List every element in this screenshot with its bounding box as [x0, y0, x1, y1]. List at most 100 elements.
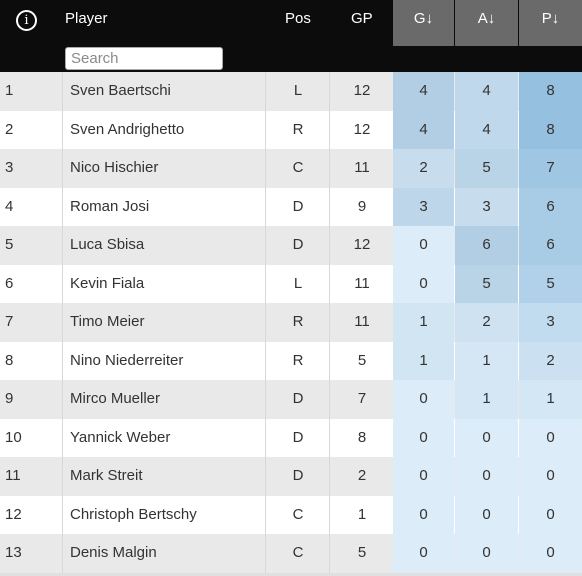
table-row[interactable]: 11 Mark Streit D 2 0 0 0 [0, 457, 582, 496]
goals-cell: 3 [393, 187, 454, 226]
table-row[interactable]: 3 Nico Hischier C 11 2 5 7 [0, 149, 582, 188]
games-played-cell: 11 [329, 149, 394, 188]
player-name: Kevin Fiala [62, 264, 265, 303]
info-icon[interactable]: i [16, 10, 37, 31]
assists-cell: 0 [455, 418, 518, 457]
player-name: Christoph Bertschy [62, 495, 265, 534]
games-played-cell: 11 [329, 303, 394, 342]
player-name: Luca Sbisa [62, 226, 265, 265]
goals-cell: 4 [393, 72, 454, 111]
points-cell: 6 [519, 226, 582, 265]
points-cell: 5 [519, 264, 582, 303]
row-number: 4 [5, 197, 14, 215]
assists-cell: 0 [455, 534, 518, 573]
player-name: Mirco Mueller [62, 380, 265, 419]
row-number: 8 [5, 351, 14, 369]
table-row[interactable]: 7 Timo Meier R 11 1 2 3 [0, 303, 582, 342]
position-cell: C [265, 495, 330, 534]
goals-cell: 4 [393, 110, 454, 149]
goals-column-header[interactable]: G↓ [393, 0, 454, 46]
table-row[interactable]: 10 Yannick Weber D 8 0 0 0 [0, 418, 582, 457]
player-name: Denis Malgin [62, 534, 265, 573]
player-name: Roman Josi [62, 187, 265, 226]
assists-column-header[interactable]: A↓ [455, 0, 518, 46]
games-played-cell: 5 [329, 534, 394, 573]
games-played-cell: 7 [329, 380, 394, 419]
assists-cell: 4 [455, 72, 518, 111]
assists-cell: 0 [455, 495, 518, 534]
table-row[interactable]: 5 Luca Sbisa D 12 0 6 6 [0, 226, 582, 265]
table-row[interactable]: 1 Sven Baertschi L 12 4 4 8 [0, 72, 582, 111]
row-number: 12 [5, 505, 22, 523]
player-name: Nico Hischier [62, 149, 265, 188]
row-number: 6 [5, 274, 14, 292]
row-number: 9 [5, 390, 14, 407]
points-cell: 1 [519, 380, 582, 419]
points-cell: 0 [519, 534, 582, 573]
games-played-cell: 12 [329, 72, 394, 111]
position-cell: L [265, 264, 330, 303]
games-played-cell: 1 [329, 495, 394, 534]
table-row[interactable]: 4 Roman Josi D 9 3 3 6 [0, 187, 582, 226]
search-input[interactable] [65, 47, 223, 70]
points-cell: 0 [519, 418, 582, 457]
player-name: Yannick Weber [62, 418, 265, 457]
row-number: 5 [5, 236, 14, 253]
position-cell: D [265, 187, 330, 226]
table-row[interactable]: 6 Kevin Fiala L 11 0 5 5 [0, 264, 582, 303]
assists-cell: 3 [455, 187, 518, 226]
table-row[interactable]: 2 Sven Andrighetto R 12 4 4 8 [0, 110, 582, 149]
table-header: i Player Pos GP G↓ A↓ P↓ [0, 0, 582, 72]
row-number: 13 [5, 544, 22, 561]
points-cell: 2 [519, 341, 582, 380]
assists-cell: 6 [455, 226, 518, 265]
position-cell: C [265, 149, 330, 188]
games-played-cell: 2 [329, 457, 394, 496]
table-row[interactable]: 9 Mirco Mueller D 7 0 1 1 [0, 380, 582, 419]
games-played-cell: 12 [329, 226, 394, 265]
row-number: 10 [5, 428, 22, 446]
position-cell: D [265, 226, 330, 265]
assists-cell: 1 [455, 380, 518, 419]
gp-column-header[interactable]: GP [351, 10, 373, 27]
table-row[interactable]: 13 Denis Malgin C 5 0 0 0 [0, 534, 582, 573]
position-cell: R [265, 341, 330, 380]
player-name: Timo Meier [62, 303, 265, 342]
points-cell: 8 [519, 72, 582, 111]
assists-cell: 0 [455, 457, 518, 496]
table-bottom-border [0, 573, 582, 576]
goals-cell: 0 [393, 534, 454, 573]
games-played-cell: 8 [329, 418, 394, 457]
position-cell: D [265, 418, 330, 457]
goals-cell: 0 [393, 226, 454, 265]
row-number: 2 [5, 120, 14, 138]
position-cell: R [265, 110, 330, 149]
row-number: 7 [5, 313, 14, 330]
player-column-header[interactable]: Player [65, 10, 108, 27]
games-played-cell: 9 [329, 187, 394, 226]
goals-cell: 1 [393, 303, 454, 342]
assists-cell: 2 [455, 303, 518, 342]
pos-column-header[interactable]: Pos [285, 10, 311, 27]
table-body: 1 Sven Baertschi L 12 4 4 8 2 Sven Andrighetto R 1… [0, 72, 582, 573]
player-name: Mark Streit [62, 457, 265, 496]
assists-cell: 5 [455, 149, 518, 188]
points-cell: 0 [519, 495, 582, 534]
points-cell: 3 [519, 303, 582, 342]
position-cell: C [265, 534, 330, 573]
table-row[interactable]: 12 Christoph Bertschy C 1 0 0 0 [0, 495, 582, 534]
position-cell: D [265, 457, 330, 496]
goals-cell: 0 [393, 264, 454, 303]
goals-cell: 0 [393, 495, 454, 534]
row-number: 11 [5, 467, 21, 484]
position-cell: R [265, 303, 330, 342]
points-column-header[interactable]: P↓ [519, 0, 582, 46]
games-played-cell: 11 [329, 264, 394, 303]
table-row[interactable]: 8 Nino Niederreiter R 5 1 1 2 [0, 341, 582, 380]
player-name: Sven Baertschi [62, 72, 265, 111]
points-cell: 6 [519, 187, 582, 226]
points-cell: 7 [519, 149, 582, 188]
assists-cell: 1 [455, 341, 518, 380]
games-played-cell: 12 [329, 110, 394, 149]
